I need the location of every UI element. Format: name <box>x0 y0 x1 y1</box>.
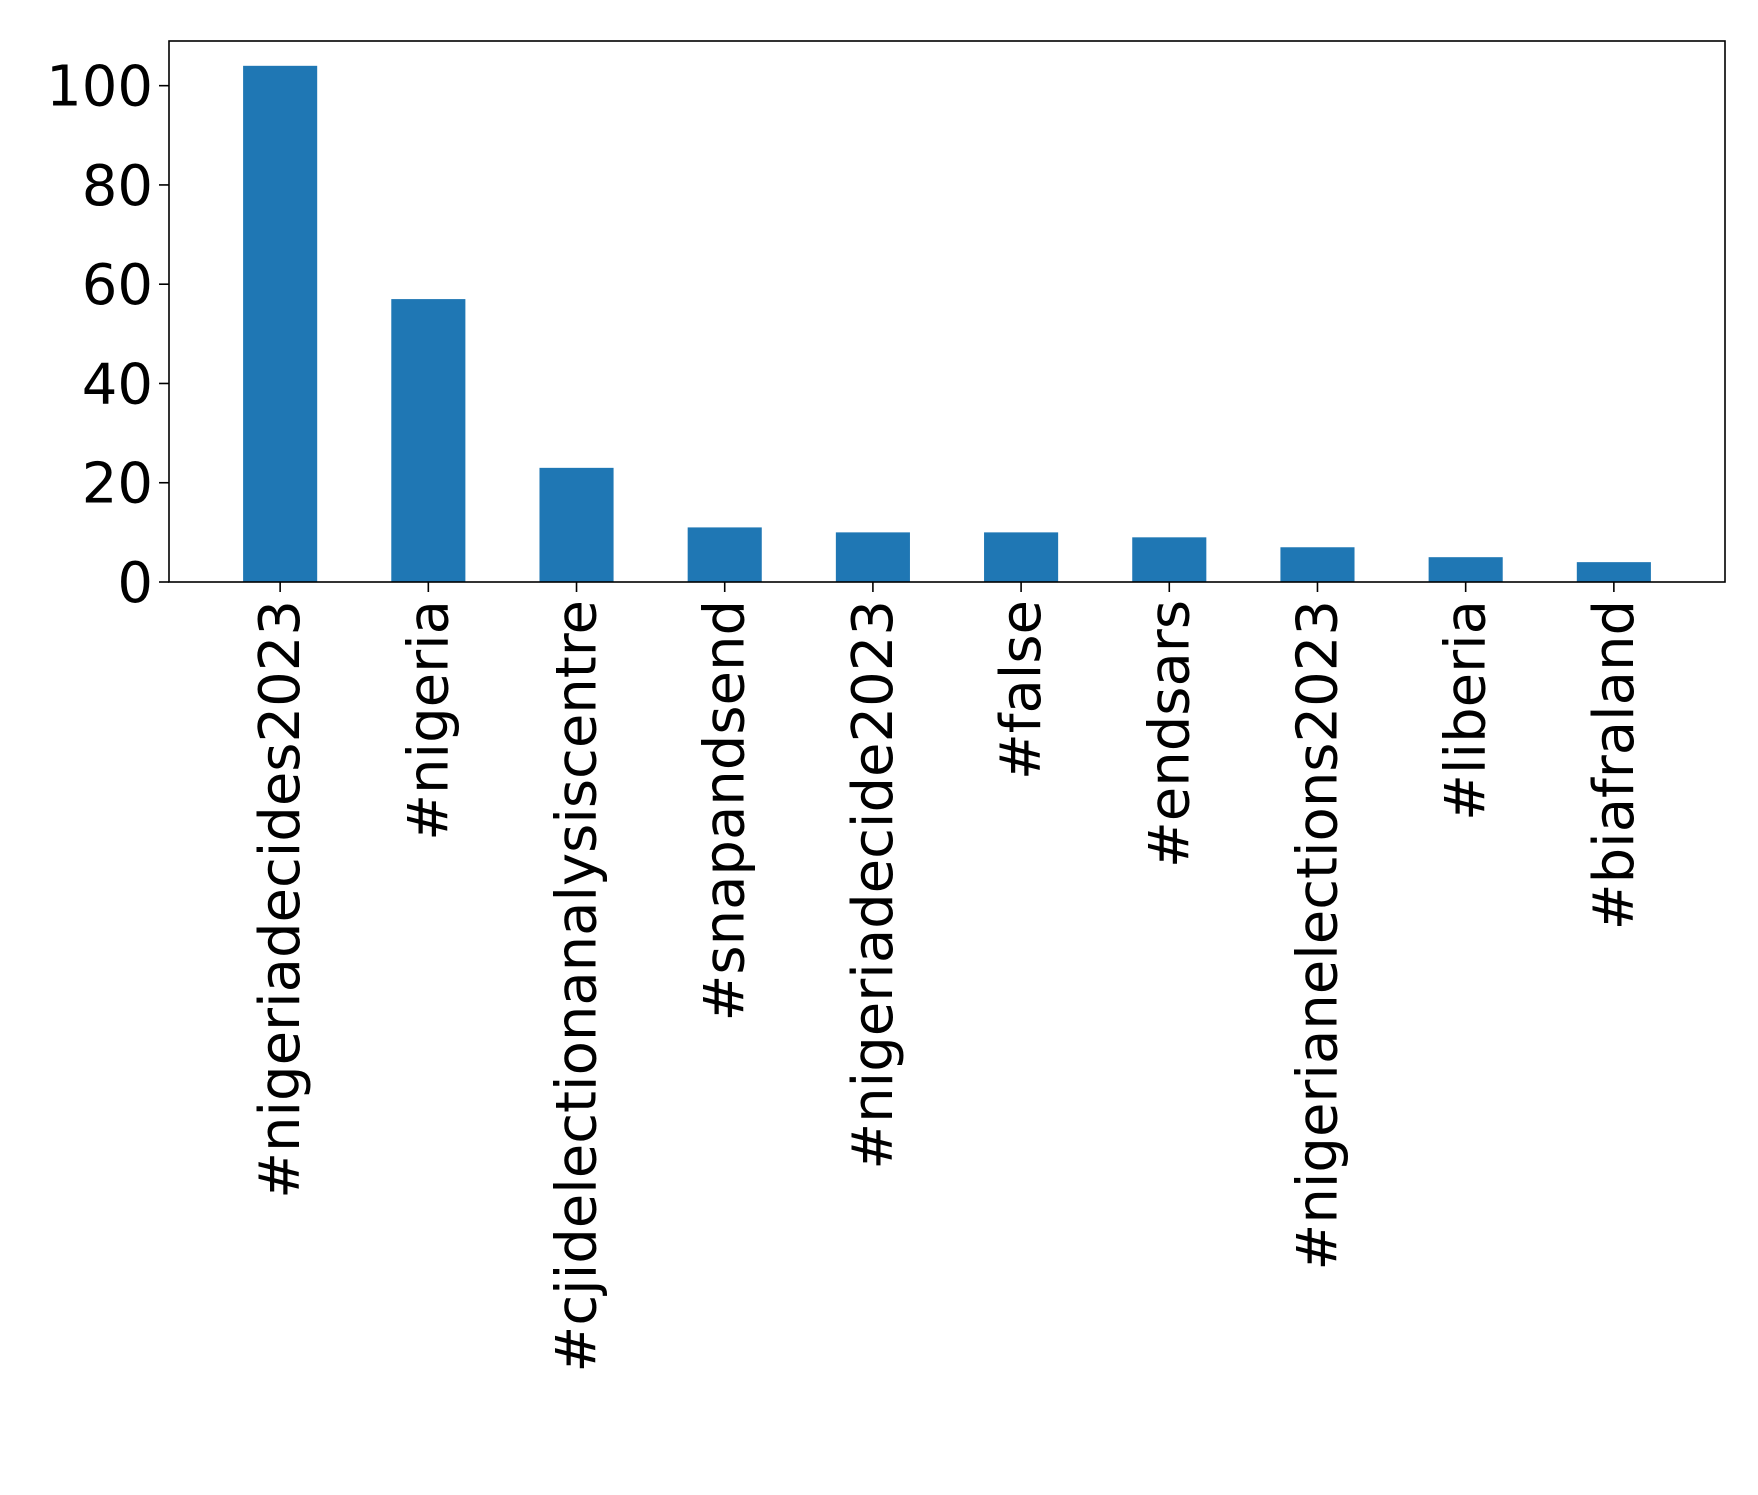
x-tick-label-8: #liberia <box>1434 600 1499 821</box>
x-tick-label-0: #nigeriadecides2023 <box>248 600 313 1199</box>
x-tick-label-5: #false <box>989 600 1054 780</box>
x-tick-label-1: #nigeria <box>396 600 461 841</box>
x-tick-label-9: #biafraland <box>1582 600 1647 930</box>
bar-5 <box>984 532 1059 582</box>
y-tick-label-4: 80 <box>82 154 153 219</box>
y-axis: 0 20 40 60 80 100 <box>46 55 169 616</box>
bar-9 <box>1576 562 1651 582</box>
x-tick-label-7: #nigerianelections2023 <box>1285 600 1350 1271</box>
bar-0 <box>243 65 318 582</box>
y-tick-label-5: 100 <box>46 55 153 120</box>
bar-2 <box>539 467 614 582</box>
x-tick-label-3: #snapandsend <box>693 600 758 1021</box>
x-tick-label-6: #endsars <box>1137 600 1202 868</box>
bar-3 <box>687 527 762 582</box>
bar-1 <box>391 299 466 582</box>
bars-group <box>243 65 1651 582</box>
y-tick-label-0: 0 <box>117 551 153 616</box>
plot-frame <box>168 40 1726 583</box>
bar-7 <box>1280 547 1355 582</box>
bar-6 <box>1132 537 1207 582</box>
y-tick-label-2: 40 <box>82 352 153 417</box>
y-tick-label-3: 60 <box>82 253 153 318</box>
x-axis: #nigeriadecides2023 #nigeria #cjidelection… <box>248 582 1647 1373</box>
x-tick-label-4: #nigeriadecide2023 <box>841 600 906 1170</box>
bar-4 <box>835 532 910 582</box>
x-tick-label-2: #cjidelectionanalysiscentre <box>545 600 610 1373</box>
y-tick-label-1: 20 <box>82 452 153 517</box>
bar-8 <box>1428 557 1503 582</box>
